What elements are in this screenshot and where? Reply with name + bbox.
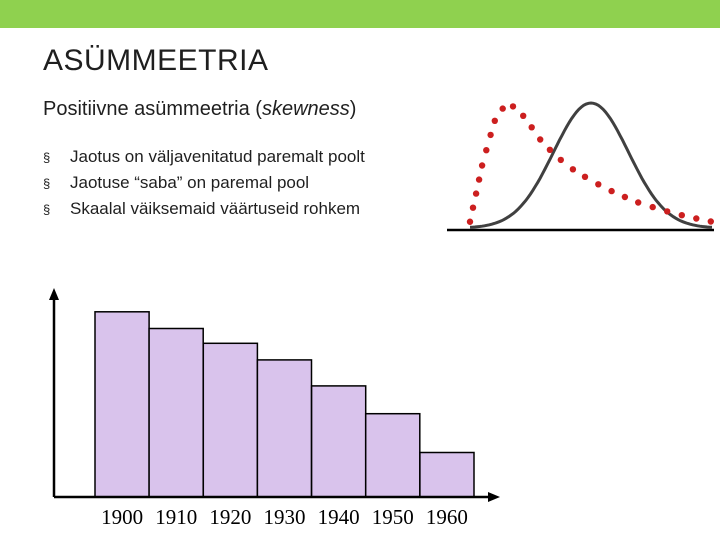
- skewed-curve-dot: [487, 131, 494, 139]
- bullet-item: § Skaalal väiksemaid väärtuseid rohkem: [43, 196, 365, 222]
- bullet-text: Jaotuse “saba” on paremal pool: [70, 173, 310, 192]
- bullet-marker-icon: §: [43, 150, 51, 165]
- skewed-curve-dot: [569, 166, 577, 173]
- skewed-curve-dot: [664, 208, 671, 215]
- subtitle-text: Positiivne asümmeetria (: [43, 98, 262, 120]
- histogram-bar: [148, 327, 204, 498]
- slide-title: ASÜMMEETRIA: [43, 44, 269, 77]
- skewed-curve-dot: [528, 124, 535, 131]
- x-tick-label: 1910: [155, 505, 197, 529]
- histogram-bar: [94, 311, 150, 498]
- skewed-curve-dot: [595, 181, 602, 188]
- histogram-bar: [310, 385, 367, 498]
- skewed-curve-dot: [475, 176, 483, 183]
- histogram-bar: [419, 451, 475, 498]
- bullet-marker-icon: §: [43, 176, 51, 191]
- skewed-curve-dot: [537, 136, 544, 143]
- x-tick-label: 1930: [264, 505, 306, 529]
- skewed-curve-dot: [491, 117, 498, 125]
- skewed-curve-dot: [469, 204, 477, 211]
- skewed-curve-dot: [621, 193, 629, 201]
- skewed-curve-dot: [581, 173, 589, 180]
- skewed-curve-dot: [520, 112, 527, 120]
- skewed-curve-dot: [509, 103, 517, 110]
- skewed-curve-dot: [546, 146, 554, 153]
- skewed-curve-dot: [478, 162, 486, 169]
- x-axis-arrow-icon: [488, 492, 500, 502]
- normal-curve: [469, 101, 713, 229]
- skewed-curve-dot: [499, 105, 506, 112]
- subtitle-italic-term: skewness: [261, 98, 350, 120]
- skewed-curve-dot: [483, 147, 490, 154]
- bullet-text: Skaalal väiksemaid väärtuseid rohkem: [70, 199, 361, 218]
- skewed-curve-dot: [557, 156, 564, 164]
- x-tick-label: 1900: [101, 505, 143, 529]
- skewed-curve-dot: [466, 218, 474, 225]
- skewed-curve-dot: [635, 199, 642, 206]
- slide-subtitle: Positiivne asümmeetria (skewness): [43, 98, 356, 121]
- skewed-curve-dot: [678, 212, 685, 219]
- histogram-bar: [202, 342, 259, 498]
- bullet-item: § Jaotuse “saba” on paremal pool: [43, 170, 365, 196]
- x-tick-label: 1960: [426, 505, 468, 529]
- skewed-curve-dot: [472, 190, 480, 197]
- accent-bar: [0, 0, 720, 28]
- y-axis-arrow-icon: [49, 288, 59, 300]
- skewed-curve-dot: [693, 215, 700, 222]
- bullet-item: § Jaotus on väljavenitatud paremalt poolt: [43, 144, 365, 170]
- x-tick-label: 1950: [372, 505, 414, 529]
- subtitle-close: ): [349, 98, 357, 120]
- bullet-text: Jaotus on väljavenitatud paremalt poolt: [70, 147, 365, 166]
- skewed-curve-dot: [707, 218, 714, 225]
- skewed-curve-dot: [649, 203, 656, 211]
- bullet-list: § Jaotus on väljavenitatud paremalt poolt…: [43, 144, 365, 222]
- histogram-bar: [256, 359, 313, 498]
- x-tick-label: 1940: [318, 505, 360, 529]
- histogram-bar: [364, 412, 421, 498]
- skewed-curve-dot: [608, 187, 615, 195]
- bullet-marker-icon: §: [43, 202, 51, 217]
- x-tick-label: 1920: [209, 505, 251, 529]
